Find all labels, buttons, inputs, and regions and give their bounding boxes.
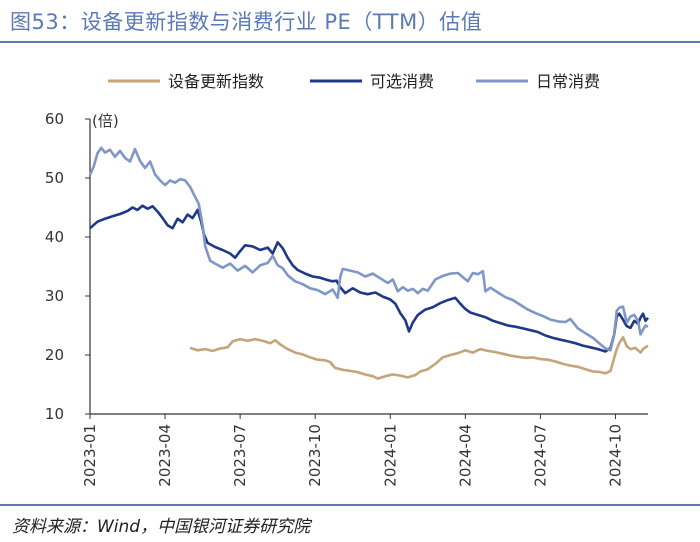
legend-label-3: 日常消费 (536, 72, 600, 91)
y-tick-label: 10 (45, 405, 64, 423)
x-tick-label: 2024-10 (606, 424, 624, 487)
y-tick-label: 60 (45, 110, 64, 128)
y-tick-label: 30 (45, 287, 64, 305)
chart-axes: 10 20 30 40 50 60 (倍) 2023-01 2023-04 2023-07 2023… (45, 110, 648, 487)
chart-canvas: 设备更新指数 可选消费 日常消费 10 20 30 40 50 60 (倍) 2023-01 202… (45, 72, 649, 487)
x-tick-label: 2023-07 (231, 424, 249, 487)
series-line-2 (89, 204, 649, 353)
source-note: 资料来源：Wind，中国银河证券研究院 (12, 517, 311, 537)
y-tick-label: 50 (45, 169, 64, 187)
x-tick-label: 2023-01 (81, 424, 99, 487)
y-axis-unit-label: (倍) (92, 112, 119, 130)
chart-legend: 设备更新指数 可选消费 日常消费 (108, 72, 600, 91)
series-line-3 (88, 146, 649, 352)
x-tick-label: 2024-01 (381, 424, 399, 487)
y-tick-label: 20 (45, 346, 64, 364)
y-tick-label: 40 (45, 228, 64, 246)
source-rule (0, 504, 700, 506)
x-tick-label: 2024-04 (456, 424, 474, 487)
title-rule (0, 41, 700, 43)
x-tick-label: 2023-10 (306, 424, 324, 487)
series-line-1 (189, 336, 649, 380)
chart-series (88, 146, 649, 380)
x-tick-label: 2023-04 (156, 424, 174, 487)
legend-label-1: 设备更新指数 (168, 72, 264, 91)
legend-label-2: 可选消费 (370, 72, 434, 91)
x-tick-label: 2024-07 (531, 424, 549, 487)
figure-title: 图53：设备更新指数与消费行业 PE（TTM）估值 (10, 10, 483, 34)
